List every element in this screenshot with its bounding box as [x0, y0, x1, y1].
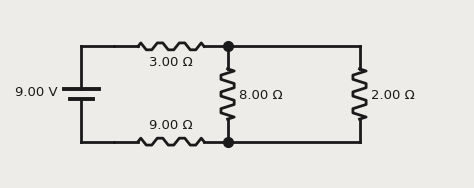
Text: 9.00 V: 9.00 V — [15, 86, 58, 99]
Text: 9.00 Ω: 9.00 Ω — [149, 119, 193, 132]
Text: 8.00 Ω: 8.00 Ω — [239, 89, 283, 102]
Text: 2.00 Ω: 2.00 Ω — [371, 89, 415, 102]
Text: 3.00 Ω: 3.00 Ω — [149, 56, 193, 69]
